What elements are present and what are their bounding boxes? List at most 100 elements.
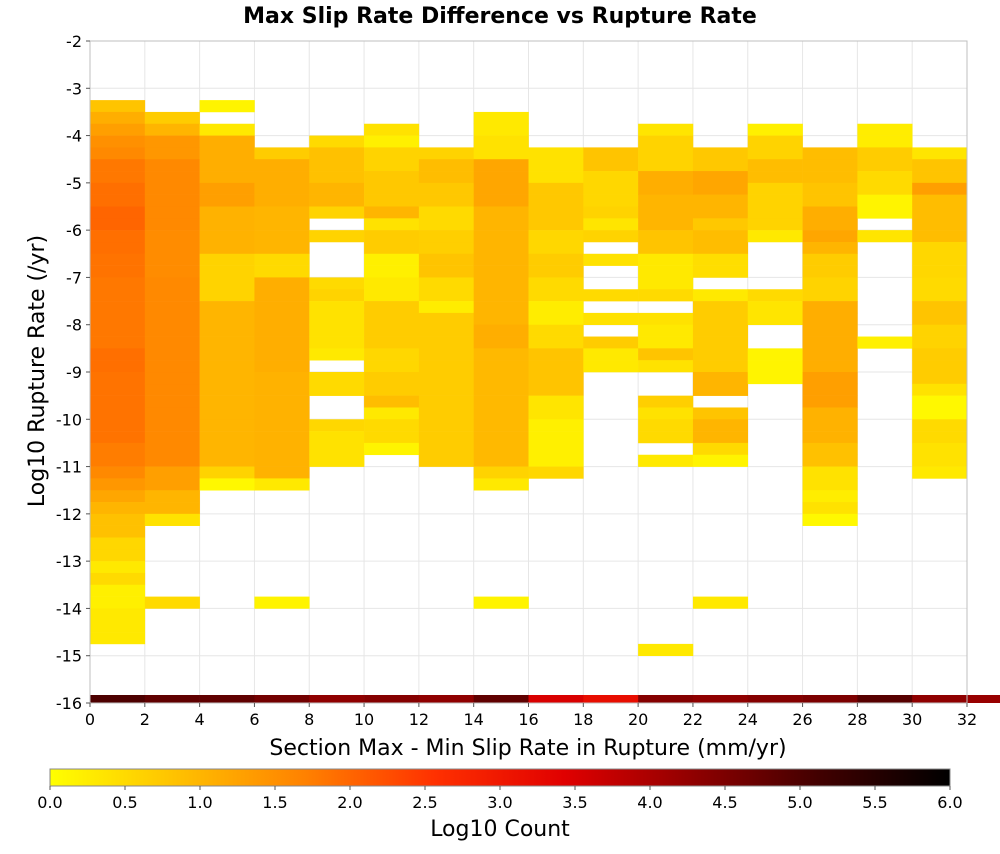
heatmap-cell	[638, 324, 694, 337]
heatmap-cell	[90, 171, 146, 184]
heatmap-cell	[309, 372, 365, 385]
heatmap-cell	[638, 230, 694, 243]
heatmap-cell	[144, 171, 200, 184]
heatmap-cell	[364, 395, 420, 408]
heatmap-cell	[418, 241, 474, 255]
heatmap-cell	[199, 194, 255, 207]
heatmap-cell	[90, 431, 146, 444]
heatmap-cell	[583, 147, 639, 160]
heatmap-cell	[638, 419, 694, 432]
heatmap-cell	[802, 478, 858, 491]
heatmap-cell	[912, 230, 968, 243]
heatmap-cell	[528, 301, 584, 314]
heatmap-cell	[473, 360, 529, 373]
heatmap-cell	[528, 230, 584, 243]
heatmap-cell	[309, 277, 365, 290]
heatmap-cell	[90, 100, 146, 113]
heatmap-cell	[309, 194, 365, 207]
heatmap-cell	[473, 301, 529, 314]
heatmap-cell	[802, 502, 858, 515]
heatmap-cell	[309, 431, 365, 444]
heatmap-cell	[528, 182, 584, 195]
heatmap-cell	[802, 336, 858, 349]
heatmap-cell	[199, 265, 255, 278]
x-tick-label: 22	[683, 710, 703, 729]
heatmap-cell	[144, 301, 200, 314]
heatmap-cell	[254, 147, 310, 160]
heatmap-cell	[144, 111, 200, 125]
heatmap-cell	[199, 159, 255, 172]
heatmap-cell	[254, 478, 310, 491]
heatmap-cell	[254, 218, 310, 231]
y-tick-label: -9	[66, 363, 82, 382]
heatmap-cell	[473, 336, 529, 349]
heatmap-cell	[309, 135, 365, 148]
heatmap-cell	[528, 348, 584, 361]
heatmap-cell	[473, 442, 529, 456]
heatmap-cell	[199, 171, 255, 184]
heatmap-cell	[90, 360, 146, 373]
heatmap-cell	[473, 123, 529, 136]
heatmap-cell	[747, 218, 803, 231]
heatmap-cell	[309, 695, 365, 703]
heatmap-cell	[692, 360, 749, 373]
heatmap-cell	[857, 695, 913, 703]
colorbar-tick-label: 4.0	[637, 793, 662, 812]
heatmap-cell	[418, 431, 474, 444]
heatmap-cell	[473, 147, 529, 160]
heatmap-cell	[254, 466, 310, 479]
heatmap-cell	[90, 230, 146, 243]
heatmap-cell	[254, 277, 310, 290]
heatmap-cell	[912, 407, 968, 420]
heatmap-cell	[90, 135, 146, 148]
heatmap-cell	[90, 407, 146, 420]
heatmap-cell	[90, 466, 146, 479]
heatmap-cell	[912, 695, 968, 703]
heatmap-cell	[802, 395, 858, 408]
y-axis-label: Log10 Rupture Rate (/yr)	[25, 235, 50, 507]
y-tick-label: -13	[56, 552, 82, 571]
heatmap-cell	[364, 289, 420, 302]
heatmap-cell	[144, 502, 200, 515]
x-tick-label: 28	[847, 710, 867, 729]
heatmap-cell	[90, 348, 146, 361]
heatmap-cell	[364, 123, 420, 136]
heatmap-cell	[364, 419, 420, 432]
heatmap-cell	[364, 324, 420, 337]
heatmap-cell	[857, 206, 913, 219]
heatmap-cell	[254, 159, 310, 172]
heatmap-cell	[144, 454, 200, 467]
heatmap-cell	[583, 218, 639, 231]
heatmap-cell	[473, 324, 529, 337]
heatmap-cell	[90, 419, 146, 432]
heatmap-cell	[199, 230, 255, 243]
heatmap-cell	[528, 241, 584, 255]
heatmap-cell	[692, 301, 749, 314]
heatmap-cell	[802, 348, 858, 361]
heatmap-cell	[254, 312, 310, 326]
heatmap-cell	[802, 289, 858, 302]
heatmap-cell	[473, 395, 529, 408]
heatmap-cell	[144, 360, 200, 373]
heatmap-cell	[802, 171, 858, 184]
heatmap-cell	[199, 383, 255, 396]
heatmap-cell	[802, 360, 858, 373]
heatmap-cell	[857, 336, 913, 349]
heatmap-cell	[528, 324, 584, 337]
heatmap-cell	[90, 111, 146, 125]
heatmap-cell	[857, 171, 913, 184]
x-tick-label: 14	[464, 710, 484, 729]
x-tick-label: 0	[85, 710, 95, 729]
heatmap-cell	[528, 277, 584, 290]
heatmap-cell	[912, 442, 968, 456]
heatmap-cell	[747, 171, 803, 184]
heatmap-cell	[90, 383, 146, 396]
heatmap-cell	[802, 312, 858, 326]
heatmap-cell	[528, 194, 584, 207]
heatmap-cell	[583, 206, 639, 219]
heatmap-cell	[254, 241, 310, 255]
heatmap-cell	[528, 206, 584, 219]
heatmap-cell	[309, 182, 365, 195]
heatmap-cell	[802, 218, 858, 231]
heatmap-cell	[90, 206, 146, 219]
